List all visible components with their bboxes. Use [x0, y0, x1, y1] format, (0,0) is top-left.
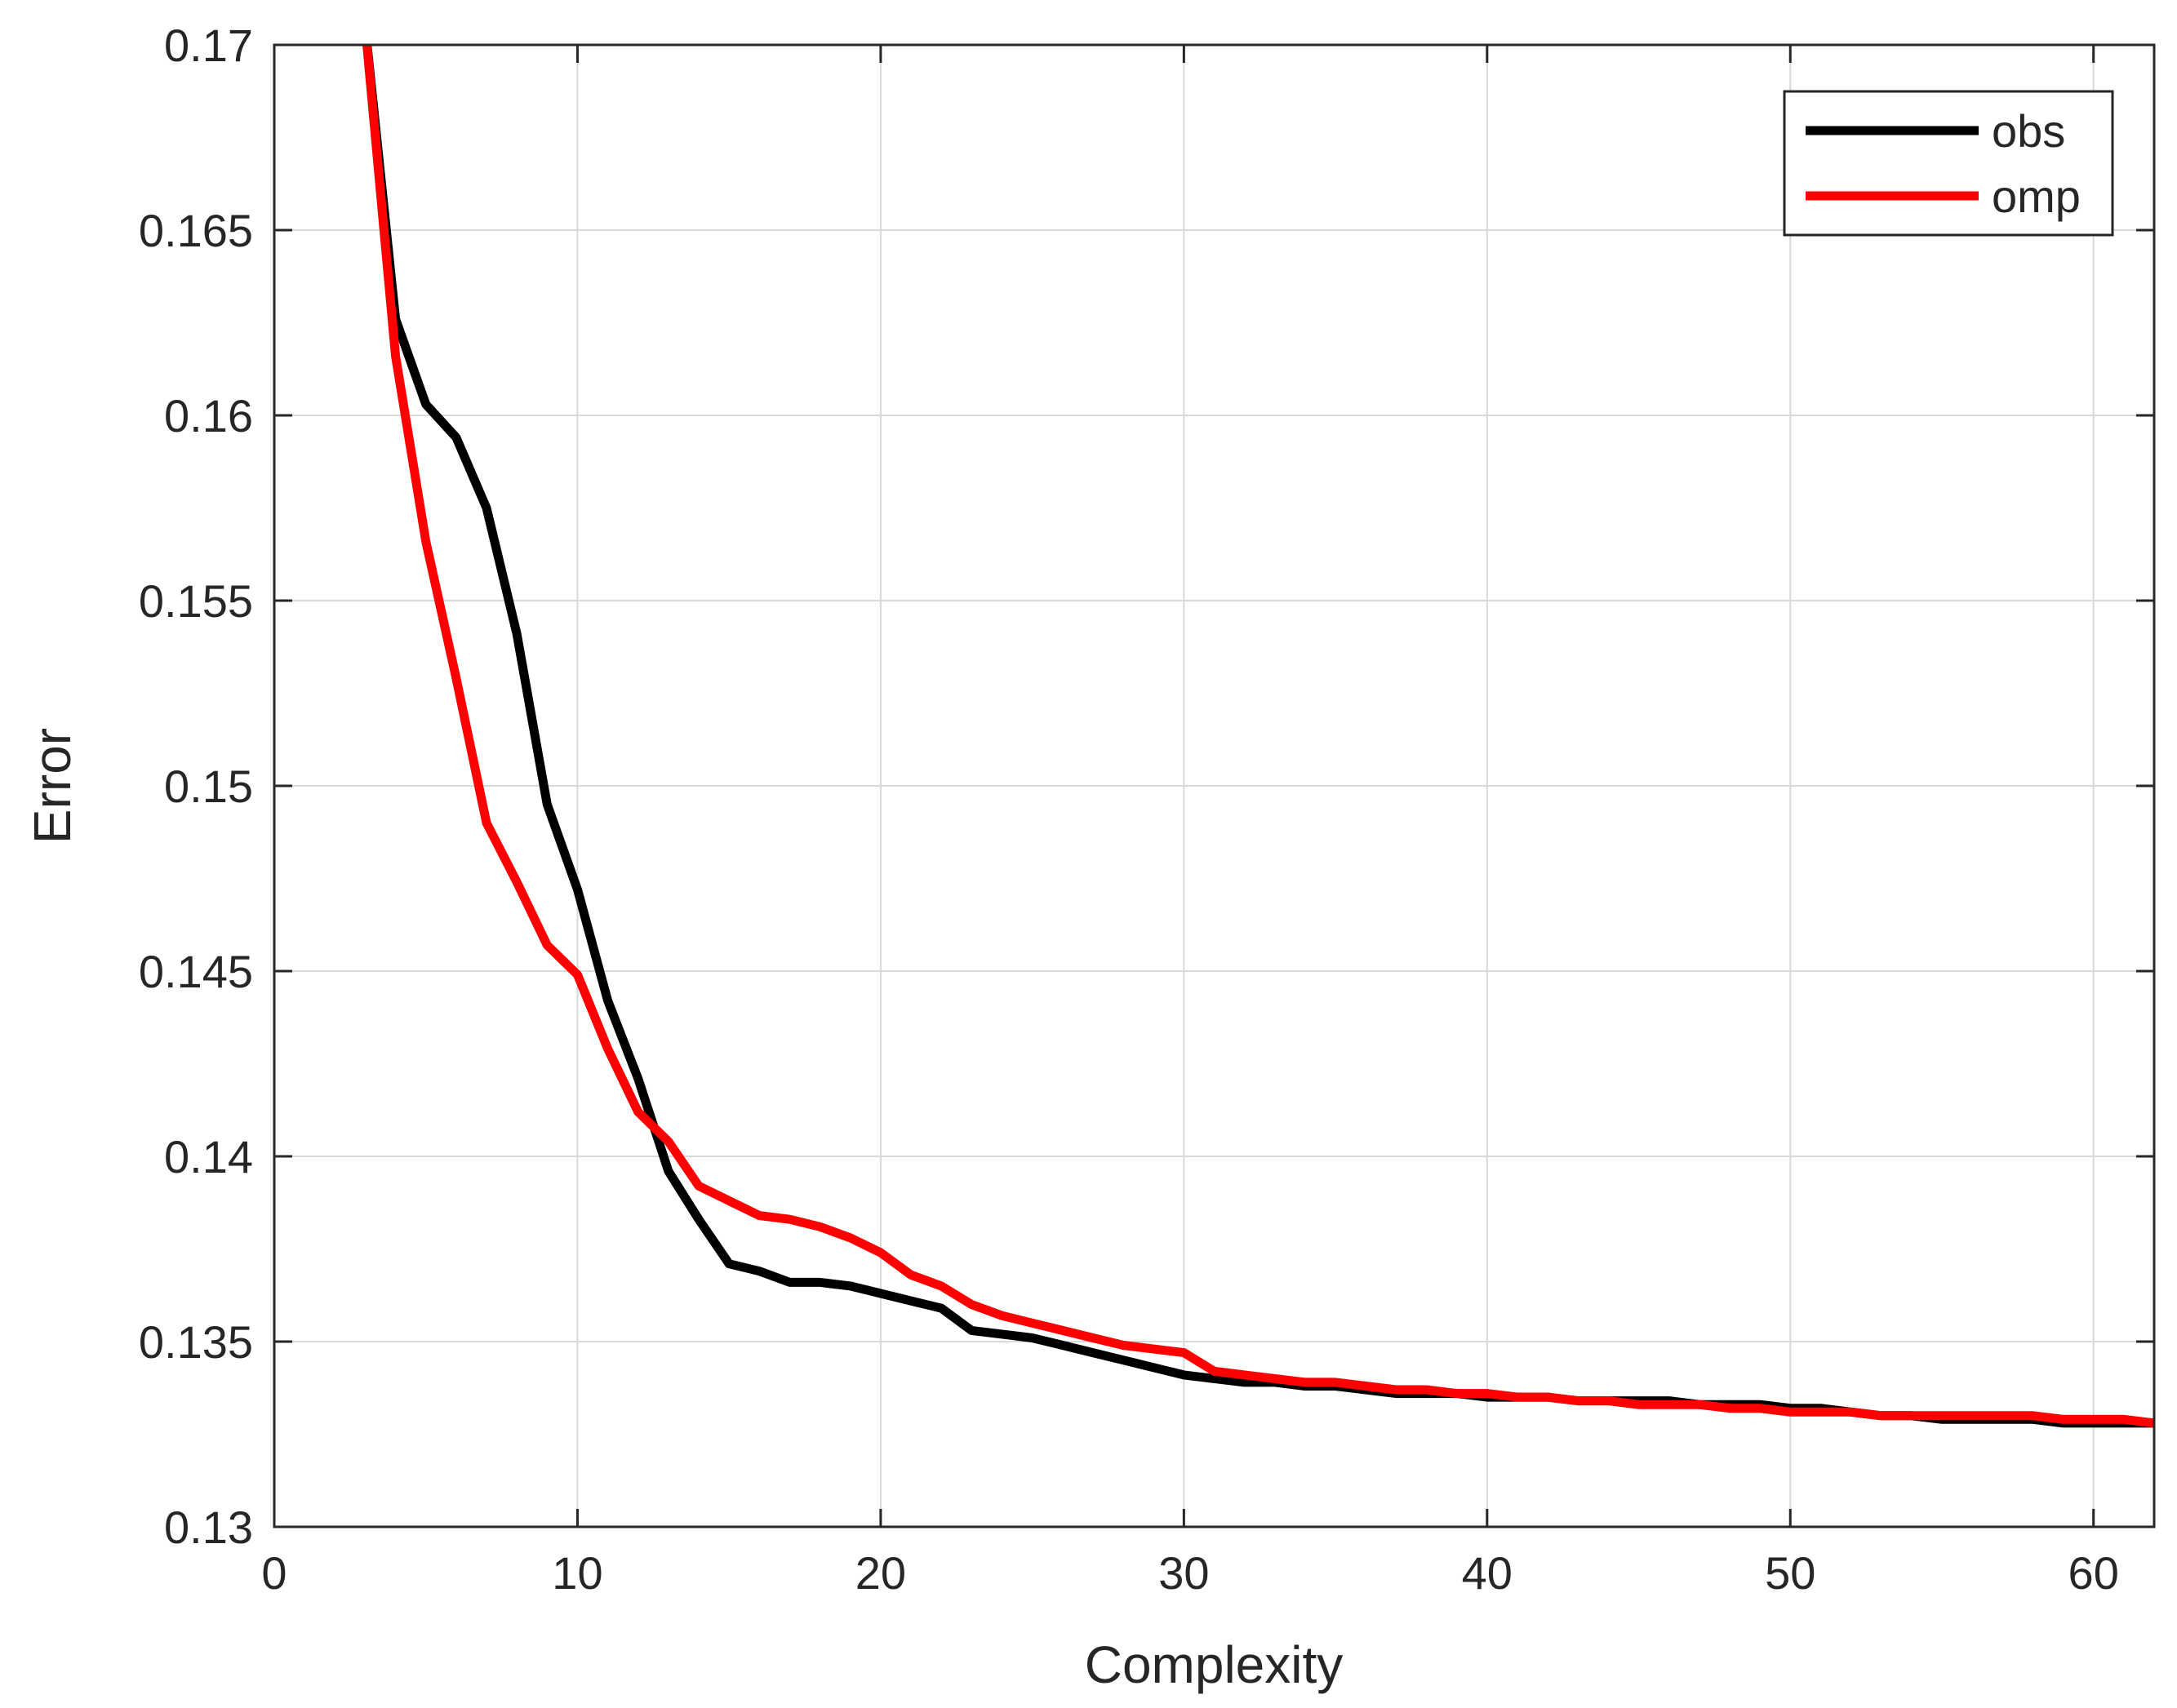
- y-tick-label: 0.145: [139, 946, 253, 997]
- series-layer: [362, 45, 2154, 1428]
- x-tick-label: 0: [261, 1547, 287, 1599]
- y-tick-label: 0.15: [164, 761, 253, 812]
- y-tick-label: 0.14: [164, 1131, 253, 1182]
- grid-layer: [274, 45, 2154, 1527]
- tick-layer: 0 10 20 30 40 50 60 0.13 0.135 0.14 0.145 0.15 0.155…: [139, 20, 2154, 1599]
- y-axis-label: Error: [23, 728, 82, 844]
- x-tick-label: 20: [855, 1547, 906, 1599]
- x-tick-label: 60: [2068, 1547, 2119, 1599]
- x-tick-label: 10: [552, 1547, 602, 1599]
- x-tick-label: 30: [1158, 1547, 1209, 1599]
- y-tick-label: 0.135: [139, 1316, 253, 1368]
- x-tick-label: 40: [1462, 1547, 1513, 1599]
- y-tick-label: 0.17: [164, 20, 253, 71]
- y-tick-label: 0.13: [164, 1502, 253, 1553]
- y-tick-label: 0.16: [164, 390, 253, 441]
- x-tick-label: 50: [1765, 1547, 1815, 1599]
- legend: obs omp: [1783, 90, 2114, 237]
- y-tick-label: 0.165: [139, 205, 253, 256]
- x-axis-label: Complexity: [1085, 1635, 1344, 1694]
- legend-label-omp: omp: [1992, 171, 2081, 222]
- y-tick-label: 0.155: [139, 575, 253, 627]
- series-line-omp: [362, 45, 2154, 1428]
- legend-box: [1783, 90, 2114, 237]
- legend-label-obs: obs: [1992, 105, 2065, 157]
